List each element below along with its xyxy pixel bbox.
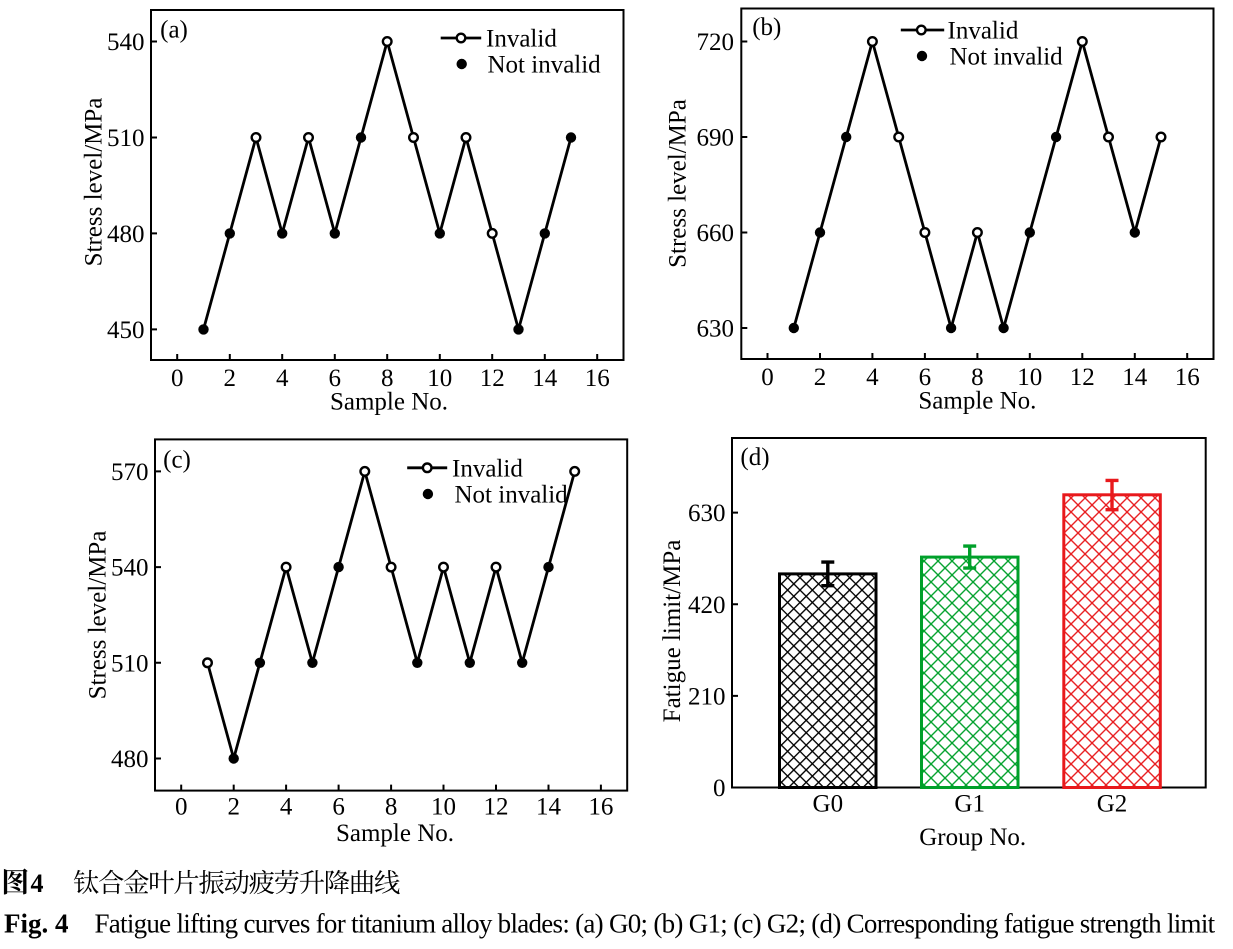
- svg-text:2: 2: [224, 365, 237, 392]
- svg-text:14: 14: [1122, 364, 1148, 391]
- svg-text:G2: G2: [1097, 791, 1128, 818]
- svg-text:660: 660: [697, 220, 735, 247]
- svg-text:4: 4: [31, 869, 44, 898]
- svg-text:6: 6: [332, 794, 345, 821]
- svg-text:Stress level/MPa: Stress level/MPa: [665, 99, 692, 268]
- svg-text:(a): (a): [160, 17, 188, 44]
- svg-text:8: 8: [381, 365, 394, 392]
- svg-text:G0: G0: [813, 791, 844, 818]
- svg-text:Fig. 4: Fig. 4: [4, 909, 69, 939]
- svg-text:14: 14: [532, 365, 558, 392]
- svg-text:10: 10: [431, 794, 456, 821]
- svg-text:570: 570: [111, 459, 149, 486]
- svg-text:450: 450: [107, 317, 145, 344]
- svg-text:540: 540: [111, 555, 149, 582]
- svg-text:16: 16: [585, 365, 610, 392]
- svg-text:16: 16: [588, 794, 613, 821]
- svg-text:480: 480: [111, 746, 149, 773]
- svg-text:Group No.: Group No.: [919, 824, 1026, 851]
- svg-text:Sample No.: Sample No.: [330, 389, 448, 416]
- svg-text:720: 720: [697, 29, 735, 56]
- svg-text:630: 630: [688, 500, 726, 527]
- svg-text:Sample No.: Sample No.: [336, 820, 454, 847]
- svg-text:Invalid: Invalid: [948, 18, 1019, 45]
- svg-text:480: 480: [107, 221, 145, 248]
- svg-text:540: 540: [107, 29, 145, 56]
- svg-text:0: 0: [175, 794, 188, 821]
- svg-text:8: 8: [385, 794, 398, 821]
- svg-text:4: 4: [276, 365, 289, 392]
- svg-text:Not invalid: Not invalid: [455, 482, 569, 509]
- svg-text:Stress level/MPa: Stress level/MPa: [81, 98, 108, 267]
- svg-text:Fatigue limit/MPa: Fatigue limit/MPa: [659, 540, 686, 723]
- svg-text:0: 0: [713, 775, 726, 802]
- svg-text:16: 16: [1175, 364, 1200, 391]
- svg-text:14: 14: [536, 794, 562, 821]
- svg-text:6: 6: [329, 365, 342, 392]
- svg-text:10: 10: [1017, 364, 1042, 391]
- svg-text:630: 630: [697, 316, 735, 343]
- svg-text:510: 510: [107, 125, 145, 152]
- svg-text:210: 210: [688, 684, 726, 711]
- svg-text:0: 0: [171, 365, 184, 392]
- svg-text:4: 4: [280, 794, 293, 821]
- svg-text:Invalid: Invalid: [452, 455, 523, 482]
- svg-text:Not invalid: Not invalid: [488, 52, 602, 79]
- svg-text:2: 2: [227, 794, 240, 821]
- svg-text:690: 690: [697, 125, 735, 152]
- svg-text:Sample No.: Sample No.: [918, 388, 1036, 415]
- svg-text:510: 510: [111, 650, 149, 677]
- svg-text:Stress level/MPa: Stress level/MPa: [85, 531, 112, 700]
- svg-text:8: 8: [971, 364, 984, 391]
- svg-text:Invalid: Invalid: [486, 26, 557, 53]
- svg-text:4: 4: [866, 364, 879, 391]
- svg-text:Fatigue lifting curves for tit: Fatigue lifting curves for titanium allo…: [95, 909, 1216, 939]
- svg-text:10: 10: [427, 365, 452, 392]
- svg-text:12: 12: [484, 794, 509, 821]
- svg-text:2: 2: [814, 364, 827, 391]
- svg-text:12: 12: [480, 365, 505, 392]
- svg-text:(c): (c): [163, 447, 191, 474]
- svg-text:(b): (b): [752, 14, 781, 41]
- svg-text:420: 420: [688, 592, 726, 619]
- svg-text:(d): (d): [740, 444, 769, 471]
- svg-text:G1: G1: [954, 791, 985, 818]
- svg-text:0: 0: [761, 364, 774, 391]
- svg-text:12: 12: [1070, 364, 1095, 391]
- svg-text:Not invalid: Not invalid: [950, 44, 1064, 71]
- svg-text:6: 6: [919, 364, 932, 391]
